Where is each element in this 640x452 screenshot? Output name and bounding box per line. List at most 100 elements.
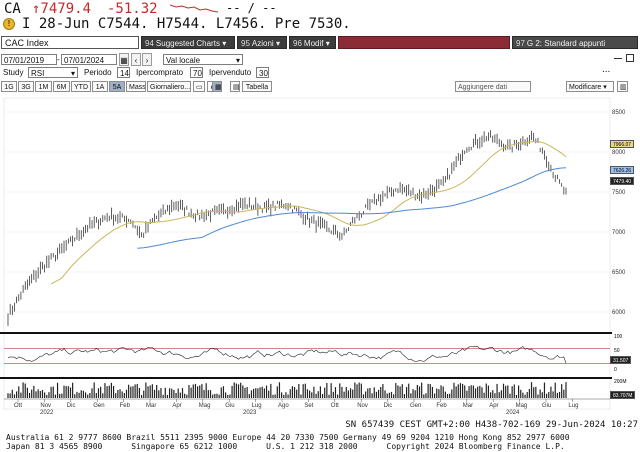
more-options[interactable]: ... <box>602 64 611 75</box>
suggested-charts-button[interactable]: 94 Suggested Charts ▾ <box>141 36 235 49</box>
month-label: Feb <box>436 403 447 409</box>
month-label: Feb <box>120 403 131 409</box>
rsi-line <box>7 346 567 364</box>
price-tag-sma-short: 7626.26 <box>610 166 635 174</box>
date-separator: - <box>57 55 60 64</box>
overbought-field[interactable]: 70 <box>190 67 203 78</box>
tab-5a[interactable]: 5A <box>109 81 125 92</box>
ticker: CA <box>4 1 21 17</box>
overbought-label: Ipercomprato <box>136 68 184 77</box>
dropdown-arrow-icon: ▾ <box>235 56 240 65</box>
contacts-line-2: Japan 81 3 4565 8900 Singapore 65 6212 1… <box>6 442 565 451</box>
moving-average-short <box>50 141 567 285</box>
tab-max[interactable]: Mass <box>126 81 146 92</box>
year-label: 2022 <box>40 410 54 414</box>
dropdown-arrow-icon: ▾ <box>325 39 330 48</box>
price-tick-label: 6000 <box>612 310 626 316</box>
month-label: Ago <box>278 403 289 409</box>
x-axis: Ott Nov Dic Gen Feb Mar Apr Mag Giu Lug Ago Set Ott N… <box>14 399 578 414</box>
oversold-field[interactable]: 30 <box>256 67 269 78</box>
year-label: 2024 <box>506 410 520 414</box>
end-date-field[interactable]: 07/01/2024 <box>61 54 117 65</box>
actions-label: Azioni <box>251 39 274 48</box>
edit-label: Modif <box>303 39 324 48</box>
month-label: Set <box>304 403 313 409</box>
currency-value: Val locale <box>166 56 201 65</box>
price-chart[interactable]: 6000 6500 7000 7500 8000 8500 Ott Nov Dic Gen Feb… <box>0 96 640 414</box>
tab-3g[interactable]: 3G <box>18 81 34 92</box>
panel-selector-button[interactable]: 97 G 2: Standard appunti <box>512 36 638 49</box>
start-date-field[interactable]: 07/01/2019 <box>1 54 57 65</box>
volume-panel <box>7 382 567 398</box>
add-data-field[interactable]: Aggiungere dati <box>455 81 531 92</box>
tab-1a[interactable]: 1A <box>92 81 108 92</box>
bid-ask-placeholder: -- / -- <box>226 1 277 15</box>
month-label: Mar <box>146 403 156 409</box>
rsi-tag-value: 31.507 <box>610 356 632 364</box>
function-number: 97 <box>516 39 525 48</box>
scroll-left-icon[interactable]: ‹ <box>131 53 141 66</box>
net-change: -51.32 <box>107 1 158 17</box>
month-label: Mar <box>463 403 473 409</box>
moving-average-long <box>137 167 567 249</box>
chart-type-icon[interactable]: ▭ <box>193 81 205 92</box>
month-label: Nov <box>40 403 51 409</box>
security-field-text: CAC Index <box>5 38 49 48</box>
chart-settings-icon[interactable]: ▥ <box>617 81 628 92</box>
volume-tag-max: 200M <box>614 379 627 385</box>
layout-icon[interactable]: ▦ <box>212 81 222 92</box>
tab-1m[interactable]: 1M <box>35 81 52 92</box>
dropdown-arrow-icon: ▾ <box>70 69 75 78</box>
year-label: 2023 <box>243 410 257 414</box>
scroll-right-icon[interactable]: › <box>142 53 152 66</box>
price-tick-label: 8000 <box>612 150 626 156</box>
table-button[interactable]: Tabella <box>242 81 272 92</box>
tab-6m[interactable]: 6M <box>53 81 70 92</box>
price-tag-sma-long: 7966.07 <box>610 140 635 148</box>
month-label: Mag <box>199 403 211 409</box>
minimize-icon[interactable] <box>614 58 622 59</box>
price-grid <box>4 111 610 313</box>
period-label: Periodo <box>84 68 112 77</box>
currency-select[interactable]: Val locale ▾ <box>163 54 243 65</box>
price-tick-label: 7000 <box>612 230 626 236</box>
security-field[interactable]: CAC Index <box>1 36 139 49</box>
month-label: Giu <box>542 403 551 409</box>
month-label: Mag <box>516 403 528 409</box>
oversold-label: Ipervenduto <box>209 68 252 77</box>
alert-bell-icon[interactable]: ! <box>3 18 15 30</box>
chart-frame <box>3 97 611 410</box>
suggested-charts-label: Suggested Charts <box>155 39 220 48</box>
panel-label: G 2: Standard appunti <box>526 39 606 48</box>
tab-1g[interactable]: 1G <box>1 81 17 92</box>
edit-button[interactable]: 96 Modif ▾ <box>289 36 336 49</box>
rsi-tag-0: 0 <box>614 367 617 373</box>
dropdown-arrow-icon: ▾ <box>222 39 227 48</box>
function-number: 95 <box>241 39 250 48</box>
study-value: RSI <box>31 69 45 78</box>
price-lines <box>7 130 567 326</box>
volume-tag-value: 83.707M <box>610 391 636 399</box>
month-label: Dic <box>384 403 393 409</box>
modify-label: Modificare <box>569 84 602 91</box>
table-icon[interactable]: ▤ <box>230 81 240 92</box>
month-label: Apr <box>172 403 181 409</box>
month-label: Gen <box>410 403 421 409</box>
month-label: Ott <box>331 403 339 409</box>
dropdown-arrow-icon: ▾ <box>275 39 280 48</box>
tab-ytd[interactable]: YTD <box>71 81 91 92</box>
frequency-select[interactable]: Giornaliero... <box>147 81 191 92</box>
maximize-icon[interactable] <box>626 54 634 62</box>
sn-line: SN 657439 CEST GMT+2:00 H438-702-169 29-… <box>345 420 638 430</box>
sparkline-icon <box>170 4 219 13</box>
last-price: ↑7479.4 <box>32 1 92 17</box>
price-tick-label: 6500 <box>612 270 626 276</box>
period-field[interactable]: 14 <box>117 67 130 78</box>
actions-button[interactable]: 95 Azioni ▾ <box>237 36 287 49</box>
modify-button[interactable]: Modificare ▾ <box>566 81 614 92</box>
calendar-icon[interactable]: ▦ <box>119 53 129 66</box>
study-select[interactable]: RSI ▾ <box>28 67 78 78</box>
month-label: Dic <box>67 403 76 409</box>
month-label: Nov <box>357 403 368 409</box>
price-tick-label: 8500 <box>612 110 626 116</box>
